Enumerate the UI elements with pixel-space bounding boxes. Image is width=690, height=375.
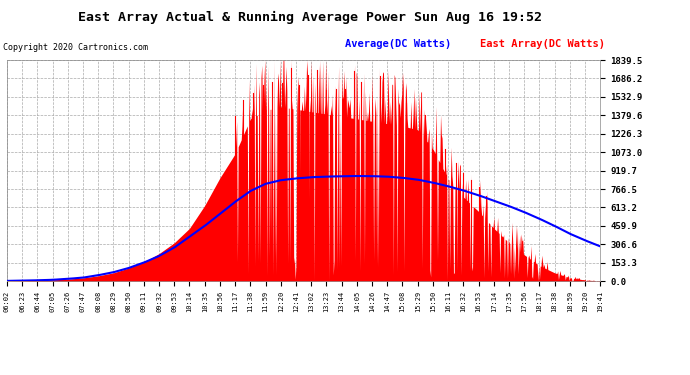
Text: Average(DC Watts): Average(DC Watts) bbox=[345, 39, 451, 50]
Text: East Array(DC Watts): East Array(DC Watts) bbox=[480, 39, 604, 50]
Text: East Array Actual & Running Average Power Sun Aug 16 19:52: East Array Actual & Running Average Powe… bbox=[79, 11, 542, 24]
Text: Copyright 2020 Cartronics.com: Copyright 2020 Cartronics.com bbox=[3, 43, 148, 52]
